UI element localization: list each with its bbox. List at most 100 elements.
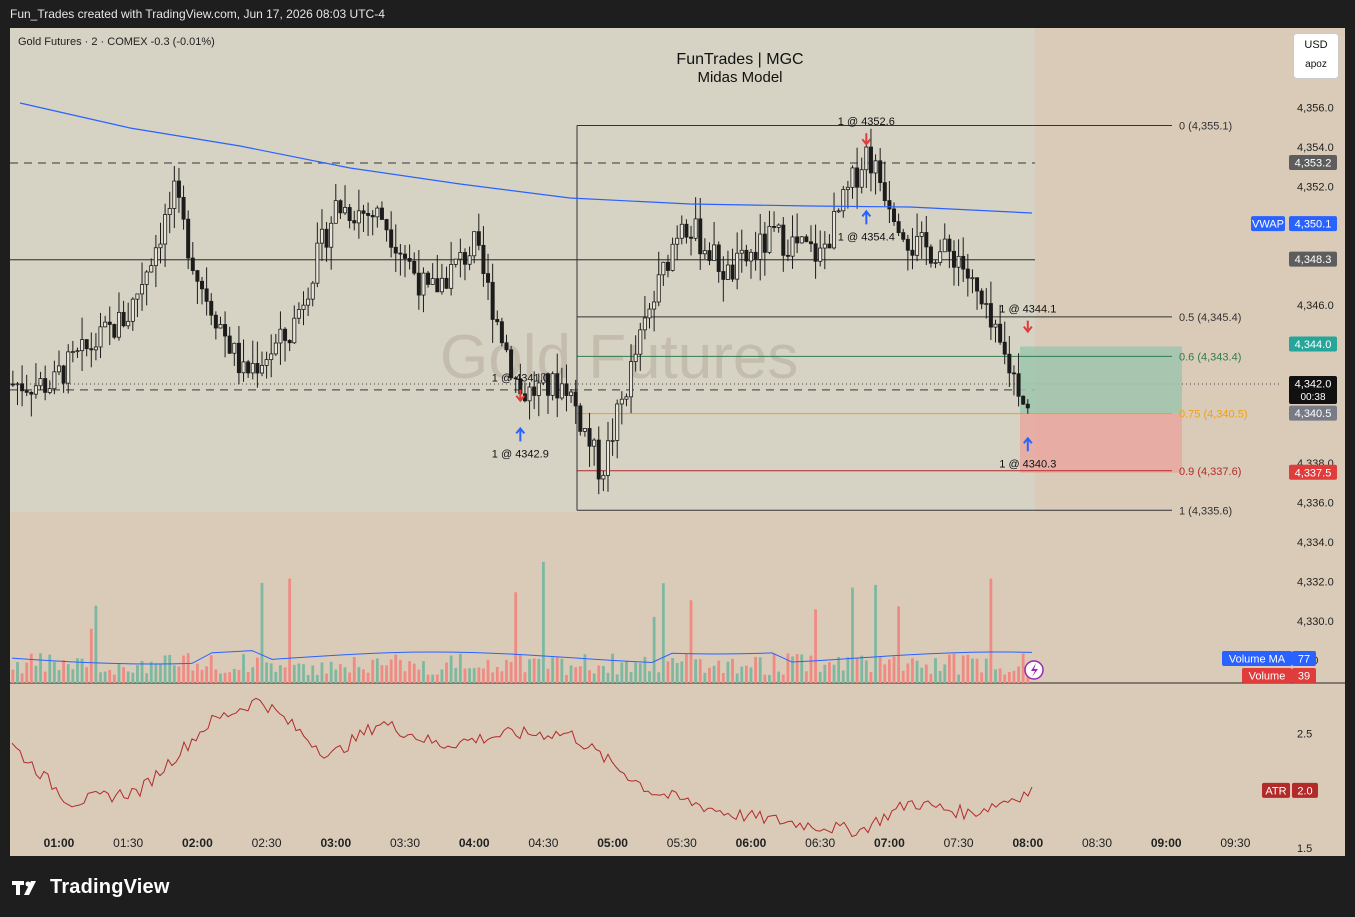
volume-bar <box>76 658 79 683</box>
candle-body <box>140 284 145 295</box>
volume-bar <box>260 582 264 683</box>
candle-body <box>790 236 795 257</box>
volume-bar <box>325 673 328 683</box>
volume-bar <box>800 654 804 683</box>
candle-body <box>758 233 763 260</box>
volume-bar <box>809 655 813 683</box>
volume-bar <box>606 672 610 683</box>
volume-ma-tag: Volume MA <box>1229 654 1286 666</box>
volume-bar <box>555 657 559 683</box>
atr-tick-label: 2.5 <box>1297 729 1312 741</box>
volume-bar <box>205 666 209 683</box>
candle-body <box>633 353 638 362</box>
volume-bar <box>339 664 342 683</box>
candle-body <box>910 249 915 256</box>
volume-bar <box>1007 672 1011 683</box>
volume-bar <box>869 672 873 683</box>
volume-bar <box>435 674 439 683</box>
candle-body <box>407 258 412 262</box>
candle-body <box>578 405 583 432</box>
volume-bar <box>154 663 158 683</box>
volume-bar <box>994 669 997 683</box>
price-chart[interactable]: Gold Futures Gold Futures · 2 · COMEX -0.… <box>10 28 1345 856</box>
volume-bar <box>468 668 471 683</box>
volume-bar <box>984 658 988 683</box>
volume-bar <box>334 669 338 683</box>
volume-bar <box>781 674 785 683</box>
volume-bar <box>892 656 896 683</box>
volume-bar <box>957 674 960 683</box>
volume-bar <box>66 664 70 683</box>
candle-body <box>264 359 269 366</box>
volume-bar <box>16 662 19 683</box>
volume-bar <box>265 662 268 683</box>
time-tick-label: 02:00 <box>182 836 213 850</box>
volume-bar <box>149 661 153 683</box>
atr-tick-label: 1.5 <box>1297 843 1312 855</box>
volume-bar <box>661 583 665 683</box>
candle-body <box>107 321 112 325</box>
volume-bar <box>1021 653 1025 683</box>
candle-body <box>70 351 75 353</box>
volume-bar <box>934 658 937 683</box>
volume-bar <box>34 665 38 683</box>
volume-bar <box>846 657 850 683</box>
volume-bar <box>694 659 698 683</box>
candle-body <box>112 324 117 338</box>
volume-bar <box>864 660 868 683</box>
chart-panel[interactable]: Gold Futures Gold Futures · 2 · COMEX -0.… <box>10 28 1345 856</box>
volume-bar <box>182 655 185 683</box>
volume-bar <box>426 674 430 683</box>
candle-body <box>684 223 689 238</box>
candle-body <box>495 319 500 323</box>
candle-body <box>158 243 163 249</box>
fib-level-label: 0.5 (4,345.4) <box>1179 312 1241 324</box>
volume-bar <box>638 663 642 683</box>
volume-bar <box>671 658 674 683</box>
candle-body <box>195 270 200 282</box>
candle-body <box>33 385 38 395</box>
candle-body <box>712 244 717 261</box>
volume-bar <box>329 661 333 683</box>
candle-body <box>236 342 241 374</box>
time-tick-label: 01:30 <box>113 836 143 850</box>
candle-body <box>799 236 804 244</box>
candle-body <box>186 218 191 259</box>
volume-bar <box>57 670 61 683</box>
volume-bar <box>551 657 555 683</box>
volume-bar <box>657 672 661 683</box>
candle-body <box>938 251 943 263</box>
volume-bar <box>924 664 928 683</box>
volume-bar <box>998 668 1002 683</box>
price-tag: 4,337.5 <box>1295 467 1332 479</box>
volume-bar <box>200 669 204 683</box>
tradingview-logo[interactable]: TradingView <box>12 876 170 899</box>
candle-body <box>356 210 361 224</box>
sell-arrow-icon <box>515 389 526 403</box>
candle-body <box>153 247 158 267</box>
volume-bar <box>209 655 213 683</box>
candle-body <box>116 311 121 338</box>
candle-body <box>481 244 486 274</box>
volume-bar <box>874 584 877 683</box>
volume-bar <box>131 672 135 683</box>
candle-body <box>490 281 495 320</box>
candle-body <box>333 200 338 224</box>
volume-bar <box>768 674 771 683</box>
candle-body <box>513 377 518 380</box>
volume-bar <box>961 655 965 683</box>
candle-body <box>1025 403 1030 409</box>
currency-box[interactable]: USD apoz <box>1293 33 1339 79</box>
candle-body <box>366 213 371 216</box>
volume-bar <box>560 658 564 683</box>
candle-body <box>652 301 657 310</box>
candle-body <box>656 274 661 303</box>
candle-body <box>827 243 832 249</box>
volume-bar <box>754 656 758 683</box>
candle-body <box>181 196 186 220</box>
volume-bar <box>302 664 305 683</box>
chart-title-line1: FunTrades | MGC <box>676 51 803 68</box>
volume-bar <box>232 668 236 683</box>
candle-body <box>979 290 984 305</box>
candle-body <box>149 265 154 273</box>
